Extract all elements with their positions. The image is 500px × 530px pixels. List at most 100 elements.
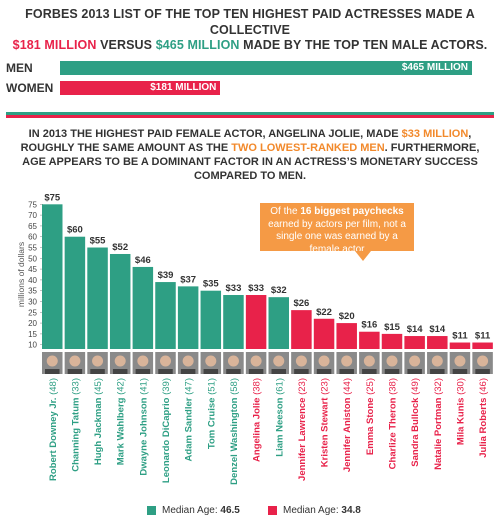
sub-amount: $33 MILLION xyxy=(401,128,469,140)
actor-age: (61) xyxy=(274,378,285,395)
actor-age: (46) xyxy=(478,378,489,395)
actor-age: (23) xyxy=(320,378,331,395)
y-tick-label: 75 xyxy=(28,200,37,209)
y-tick-label: 50 xyxy=(28,254,37,263)
women-total-bar: $181 MILLION xyxy=(60,81,221,95)
actor-shoulders xyxy=(180,369,196,374)
actor-name-label: Emma Stone (25) xyxy=(365,378,376,455)
bar-value-label: $20 xyxy=(339,311,355,322)
y-tick-label: 60 xyxy=(28,233,37,242)
actor-name: Liam Neeson xyxy=(274,395,285,457)
actor-age: (33) xyxy=(70,378,81,395)
actor-name-label: Jennifer Aniston (44) xyxy=(342,378,353,472)
bar xyxy=(245,295,267,349)
bar xyxy=(472,342,493,349)
legend-women-label: Median Age: xyxy=(283,505,339,516)
actor-age: (49) xyxy=(410,378,421,395)
actor-age: (48) xyxy=(48,378,59,395)
bar-value-label: $16 xyxy=(361,320,377,331)
actor-shoulders xyxy=(90,369,105,374)
actor-face xyxy=(227,355,239,367)
actor-face xyxy=(205,355,217,367)
actor-face xyxy=(250,355,262,367)
actor-name-label: Robert Downey Jr. (48) xyxy=(48,378,59,481)
actor-name-label: Tom Cruise (51) xyxy=(206,378,217,449)
bar xyxy=(336,323,357,349)
y-tick-label: 20 xyxy=(28,319,37,328)
actor-shoulders xyxy=(226,369,241,374)
actor-face xyxy=(46,355,58,367)
actor-shoulders xyxy=(203,369,219,374)
y-tick-label: 25 xyxy=(28,308,37,317)
y-tick-label: 45 xyxy=(28,265,37,274)
actor-shoulders xyxy=(452,369,468,374)
y-tick-label: 15 xyxy=(28,330,37,339)
bar xyxy=(177,286,199,349)
bar-value-label: $15 xyxy=(384,322,401,333)
actor-age: (39) xyxy=(161,378,172,395)
sub-part1: IN 2013 THE HIGHEST PAID FEMALE ACTOR, A… xyxy=(28,128,399,140)
divider-red xyxy=(6,115,494,118)
headline-versus: VERSUS xyxy=(100,38,153,52)
women-label: WOMEN xyxy=(6,81,54,95)
actor-face xyxy=(295,355,307,367)
actor-age: (25) xyxy=(365,378,376,395)
headline: FORBES 2013 LIST OF THE TOP TEN HIGHEST … xyxy=(0,7,500,54)
legend-women-swatch xyxy=(268,505,277,515)
actor-name: Jennifer Lawrence xyxy=(297,395,308,481)
actor-name-label: Dwayne Johnson (41) xyxy=(138,378,149,476)
legend-men-label: Median Age: xyxy=(162,505,218,516)
actor-name: Sandra Bullock xyxy=(410,395,421,467)
bar xyxy=(313,318,335,349)
actor-face xyxy=(114,355,126,367)
actor-face xyxy=(273,355,285,367)
men-total-bar: $465 MILLION xyxy=(60,61,472,75)
actor-name-label: Jennifer Lawrence (23) xyxy=(297,378,308,481)
callout-post: earned by actors per film, not a single … xyxy=(268,218,406,255)
actor-name-label: Sandra Bullock (49) xyxy=(410,378,421,467)
actor-shoulders xyxy=(407,369,422,374)
actor-name-label: Natalie Portman (32) xyxy=(433,378,444,470)
bar-value-label: $75 xyxy=(44,192,61,203)
actor-shoulders xyxy=(158,369,173,374)
bar xyxy=(155,282,176,349)
actor-shoulders xyxy=(339,369,354,374)
bar-value-label: $32 xyxy=(271,285,287,296)
actor-face xyxy=(477,355,489,367)
actor-age: (23) xyxy=(297,378,308,395)
actor-age: (38) xyxy=(252,378,263,395)
bar-value-label: $52 xyxy=(112,242,128,253)
bar-value-label: $11 xyxy=(475,331,491,342)
bar-value-label: $60 xyxy=(67,225,83,236)
actor-name: Mark Wahlberg xyxy=(116,395,127,465)
actor-name-label: Mark Wahlberg (42) xyxy=(116,378,127,465)
bar-value-label: $46 xyxy=(135,255,151,266)
actor-name-label: Charlize Theron (38) xyxy=(388,378,399,469)
bar-value-label: $26 xyxy=(293,298,309,309)
actor-face xyxy=(363,355,375,367)
actor-face xyxy=(69,355,81,367)
actor-age: (58) xyxy=(229,378,240,395)
actor-name: Emma Stone xyxy=(365,395,376,455)
actor-name: Hugh Jackman xyxy=(93,395,104,465)
headline-line1: FORBES 2013 LIST OF THE TOP TEN HIGHEST … xyxy=(25,7,475,37)
y-tick-label: 70 xyxy=(28,211,37,220)
bar xyxy=(291,310,312,349)
actor-name-label: Mila Kunis (30) xyxy=(455,378,466,445)
bar xyxy=(427,336,448,349)
sub-highlight: TWO LOWEST-RANKED MEN xyxy=(231,142,385,154)
actor-name: Jennifer Aniston xyxy=(342,395,353,472)
y-axis-label: millions of dollars xyxy=(16,242,26,307)
bar xyxy=(132,266,154,349)
actor-age: (41) xyxy=(138,378,149,395)
actor-face xyxy=(386,355,398,367)
y-tick-label: 30 xyxy=(28,297,37,306)
bar-value-label: $11 xyxy=(452,331,468,342)
actor-shoulders xyxy=(112,369,128,374)
bar-value-label: $14 xyxy=(429,324,446,335)
actor-name: Tom Cruise xyxy=(206,395,217,449)
actor-face xyxy=(431,355,443,367)
y-tick-label: 10 xyxy=(28,341,37,350)
divider-green xyxy=(6,112,494,115)
